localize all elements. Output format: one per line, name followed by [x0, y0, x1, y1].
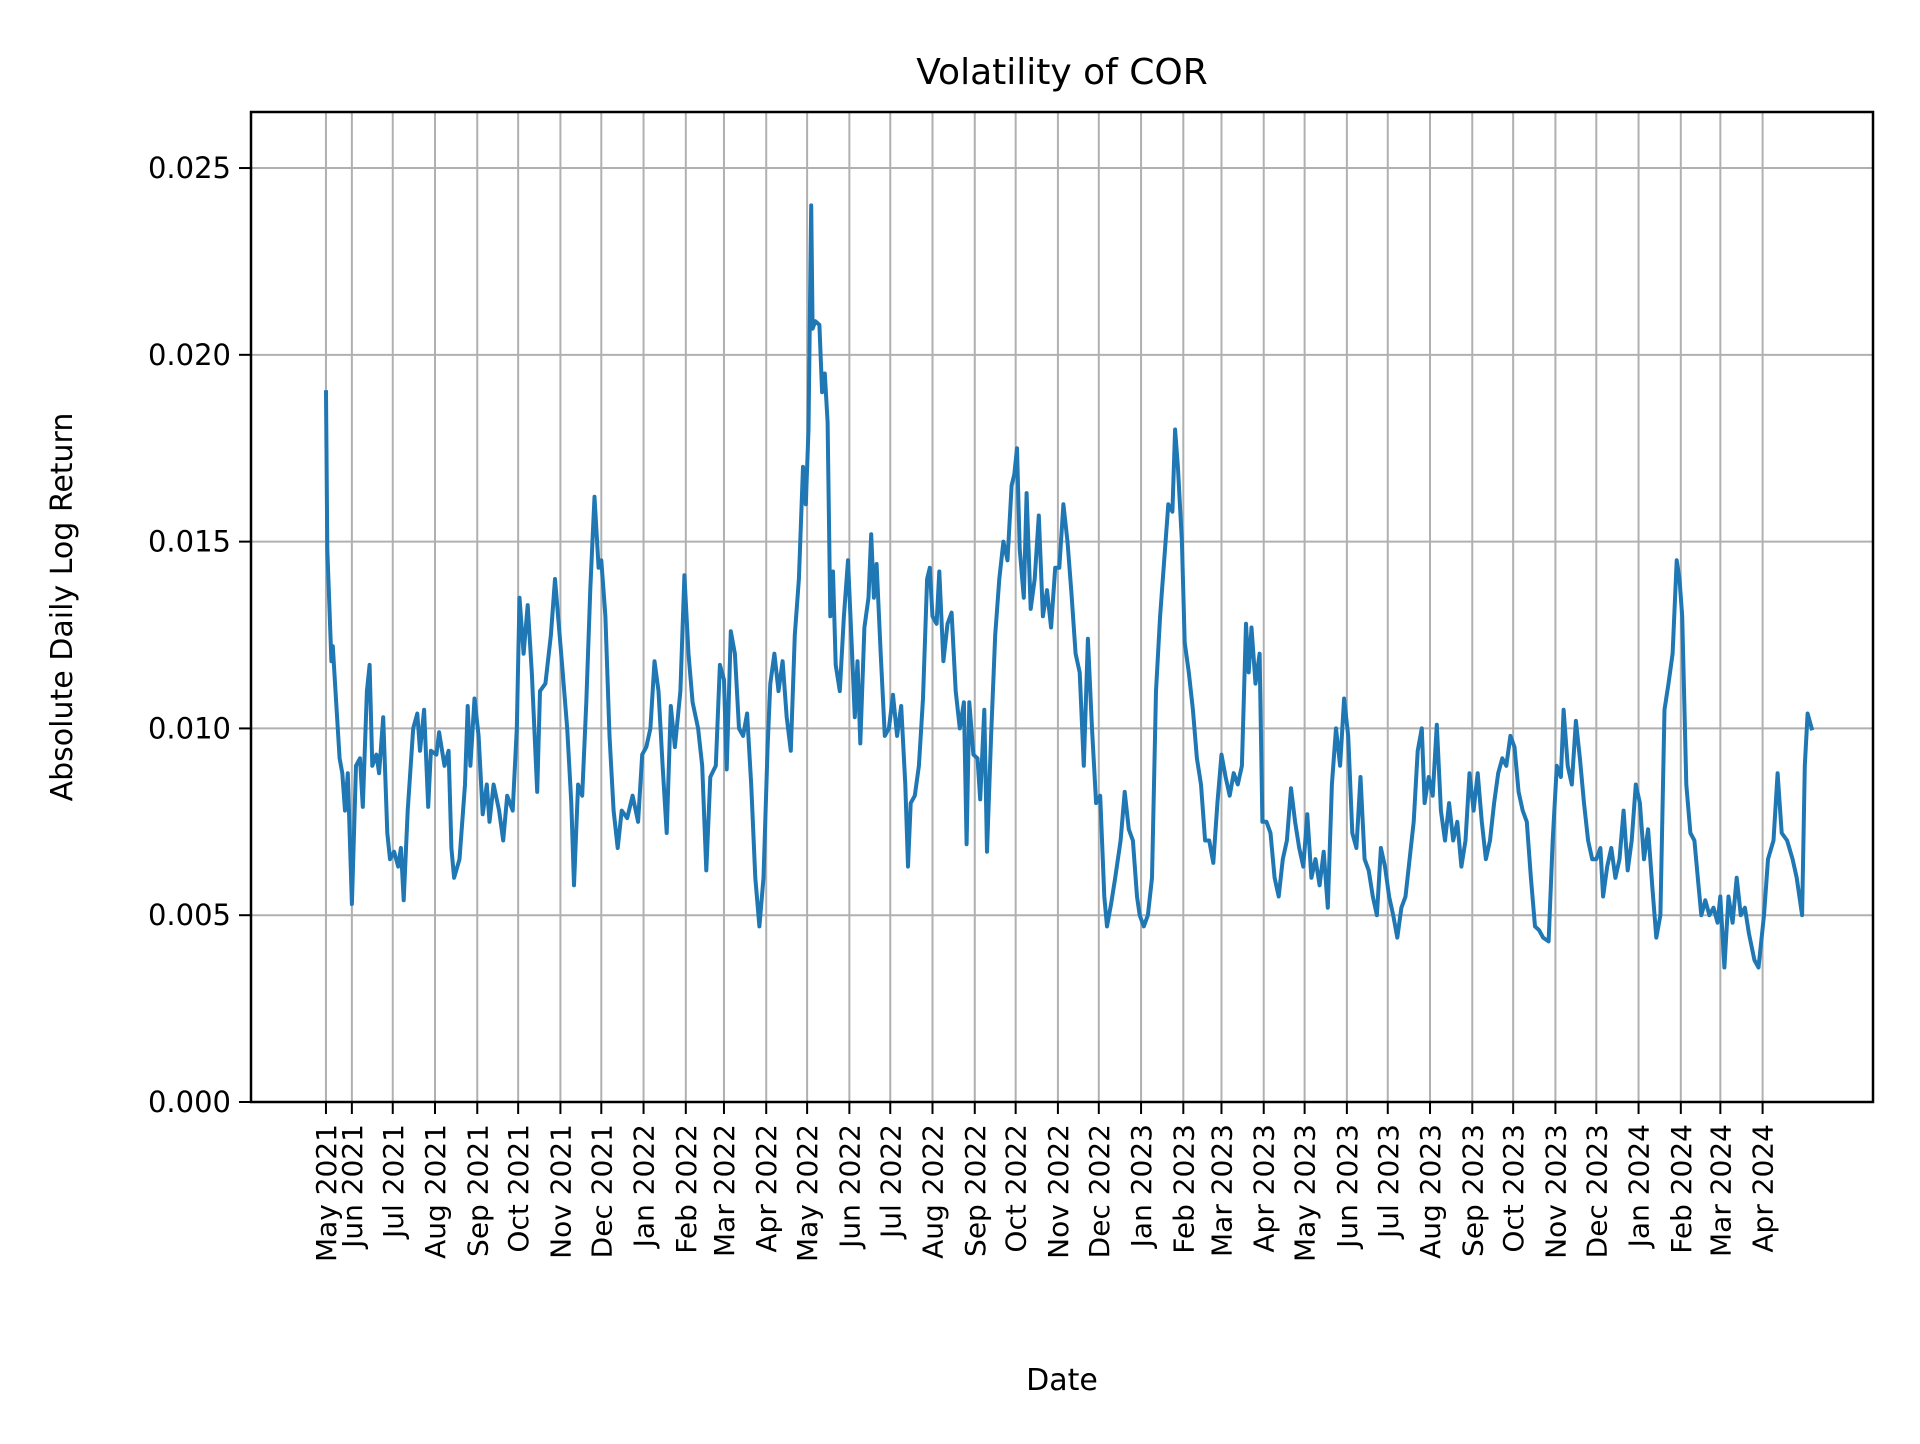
- x-tick-label: Jul 2022: [874, 1124, 907, 1240]
- x-tick-label: Sep 2023: [1456, 1124, 1489, 1257]
- x-tick-label: Dec 2021: [585, 1124, 618, 1258]
- x-tick-label: Jun 2021: [336, 1124, 369, 1250]
- y-axis-ticks: 0.000 0.005 0.010 0.015 0.020 0.025: [148, 151, 251, 1119]
- x-tick-label: Apr 2023: [1248, 1124, 1281, 1253]
- x-tick-label: Aug 2022: [917, 1124, 950, 1259]
- x-tick-label: Mar 2022: [708, 1124, 741, 1257]
- x-tick-label: May 2022: [791, 1124, 824, 1262]
- x-tick-label: Apr 2024: [1747, 1124, 1780, 1253]
- y-tick-label: 0.000: [148, 1085, 231, 1119]
- x-tick-label: Mar 2024: [1704, 1124, 1737, 1257]
- x-axis-label: Date: [1026, 1363, 1098, 1398]
- x-tick-label: Jan 2022: [628, 1124, 661, 1249]
- x-tick-label: Sep 2021: [461, 1124, 494, 1257]
- x-tick-label: Sep 2022: [959, 1124, 992, 1257]
- x-tick-label: Jan 2023: [1125, 1124, 1158, 1249]
- x-tick-label: Dec 2023: [1580, 1124, 1613, 1258]
- x-tick-label: Jun 2023: [1331, 1124, 1364, 1250]
- volatility-series-line: [323, 203, 1815, 970]
- x-tick-label: Feb 2024: [1665, 1124, 1698, 1254]
- x-tick-label: Jul 2023: [1372, 1124, 1405, 1240]
- y-tick-label: 0.010: [148, 711, 231, 745]
- x-tick-label: Nov 2021: [544, 1124, 577, 1259]
- x-tick-label: Oct 2023: [1497, 1124, 1530, 1253]
- x-tick-label: Oct 2022: [1000, 1124, 1033, 1253]
- y-axis-label: Absolute Daily Log Return: [45, 413, 80, 802]
- y-tick-label: 0.025: [148, 151, 231, 185]
- x-tick-label: May 2023: [1289, 1124, 1322, 1262]
- x-tick-label: May 2021: [310, 1124, 343, 1262]
- x-tick-label: Feb 2022: [670, 1124, 703, 1254]
- x-tick-label: Jan 2024: [1623, 1124, 1656, 1249]
- x-tick-label: Oct 2021: [502, 1124, 535, 1253]
- x-tick-label: Dec 2022: [1083, 1124, 1116, 1258]
- chart-title: Volatility of COR: [916, 52, 1208, 93]
- y-tick-label: 0.015: [148, 525, 231, 559]
- x-tick-label: Aug 2023: [1414, 1124, 1447, 1259]
- x-tick-label: Jun 2022: [833, 1124, 866, 1250]
- x-tick-label: Nov 2022: [1042, 1124, 1075, 1259]
- x-tick-label: Nov 2023: [1539, 1124, 1572, 1259]
- y-tick-label: 0.005: [148, 898, 231, 932]
- x-tick-label: Jul 2021: [377, 1124, 410, 1240]
- x-tick-label: Mar 2023: [1205, 1124, 1238, 1257]
- x-tick-label: Apr 2022: [750, 1124, 783, 1253]
- y-tick-label: 0.020: [148, 338, 231, 372]
- x-tick-label: Aug 2021: [419, 1124, 452, 1259]
- x-tick-label: Feb 2023: [1167, 1124, 1200, 1254]
- plot-frame: [249, 110, 1875, 1104]
